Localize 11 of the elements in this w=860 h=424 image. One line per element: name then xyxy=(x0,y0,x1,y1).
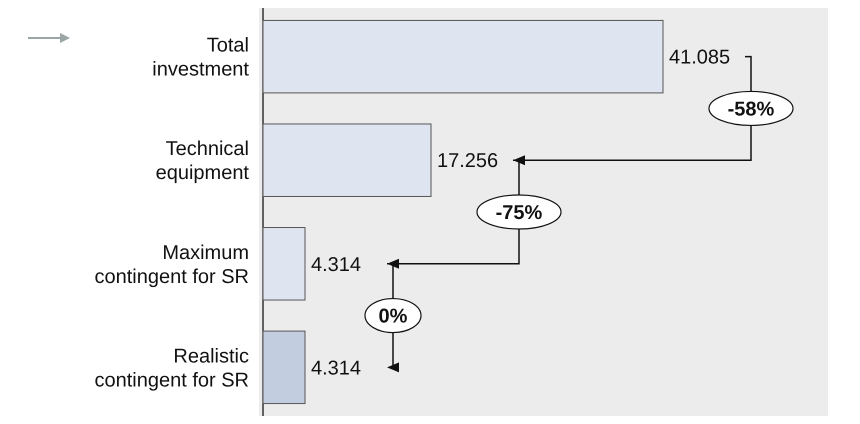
y-tick-label: Maximum contingent for SR xyxy=(94,242,249,288)
data-label: 4.314 xyxy=(311,254,362,276)
data-label: 41.085 xyxy=(669,46,730,69)
data-label: 4.314 xyxy=(311,357,362,380)
y-tick-label: Total investment xyxy=(152,34,250,81)
y-tick-label: Realistic contingent for SR xyxy=(94,345,249,392)
annotation: 0% xyxy=(378,306,408,328)
text: -58% xyxy=(728,98,775,120)
data-label: 17.256 xyxy=(437,150,498,172)
y-tick-label: Technical equipment xyxy=(156,138,250,184)
annotation: -75% xyxy=(496,202,543,224)
